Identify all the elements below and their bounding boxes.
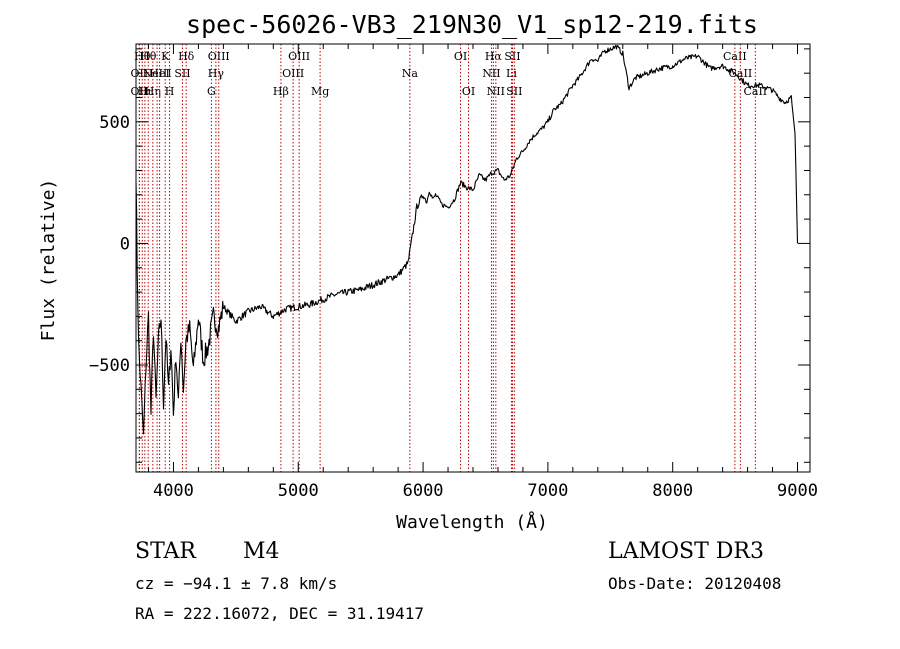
axes: 4000 5000 6000 7000 8000 9000 −500 0 500: [89, 43, 818, 501]
marker-label-25: Li: [506, 67, 517, 80]
marker-label-2: Hθ: [134, 50, 151, 63]
marker-label-23: Hα: [485, 50, 503, 63]
line-markers: OIIOIIHθHιHθHηNeIIIHeIKHSIIHδGHγOIIIHβOI…: [131, 44, 767, 472]
marker-label-21: OI: [462, 85, 475, 98]
marker-label-15: Hβ: [273, 85, 289, 98]
x-axis-label: Wavelength (Å): [396, 511, 548, 533]
marker-label-5: Hη: [145, 85, 161, 98]
observation-date: Obs-Date: 20120408: [608, 574, 782, 593]
marker-label-14: OIII: [208, 50, 230, 63]
marker-label-8: K: [161, 50, 170, 63]
marker-label-29: CaII: [729, 67, 753, 80]
marker-label-28: CaII: [723, 50, 747, 63]
marker-label-10: SII: [174, 67, 190, 80]
redshift-velocity: cz = −94.1 ± 7.8 km/s: [135, 574, 338, 593]
marker-label-13: Hγ: [208, 67, 225, 80]
x-tick-label-9000: 9000: [777, 481, 818, 501]
y-tick-label-0: 0: [120, 234, 130, 254]
marker-label-6: NeIII: [143, 67, 172, 80]
coordinates: RA = 222.16072, DEC = 31.19417: [135, 604, 424, 623]
marker-label-7: HeI: [149, 67, 169, 80]
marker-label-17: OIII: [288, 50, 310, 63]
object-subclass: M4: [243, 539, 280, 564]
marker-label-4: Hθ: [140, 50, 157, 63]
marker-label-22: NII: [482, 67, 500, 80]
marker-label-26: SII: [504, 50, 520, 63]
marker-label-19: Na: [402, 67, 419, 80]
x-tick-label-5000: 5000: [278, 481, 319, 501]
y-tick-label-500: 500: [99, 113, 130, 133]
marker-label-18: Mg: [311, 85, 329, 98]
marker-label-11: Hδ: [178, 50, 195, 63]
x-tick-label-6000: 6000: [403, 481, 444, 501]
marker-label-0: OII: [131, 85, 149, 98]
marker-label-30: CaII: [743, 85, 767, 98]
marker-label-27: SII: [506, 85, 522, 98]
y-tick-label--500: −500: [89, 356, 130, 376]
marker-label-9: H: [165, 85, 175, 98]
marker-label-16: OIII: [282, 67, 304, 80]
marker-label-3: Hι: [138, 85, 152, 98]
marker-label-12: G: [207, 85, 216, 98]
survey-name: LAMOST DR3: [608, 539, 764, 564]
marker-label-20: OI: [454, 50, 467, 63]
chart-title: spec-56026-VB3_219N30_V1_sp12-219.fits: [186, 10, 758, 39]
y-axis-label: Flux (relative): [38, 179, 59, 342]
x-tick-label-8000: 8000: [652, 481, 693, 501]
x-tick-label-4000: 4000: [153, 481, 194, 501]
spectrum-series-line: [135, 44, 799, 435]
marker-label-24: NII: [487, 85, 505, 98]
plot-frame: [135, 43, 811, 473]
x-tick-label-7000: 7000: [527, 481, 568, 501]
object-class: STAR: [135, 539, 196, 564]
